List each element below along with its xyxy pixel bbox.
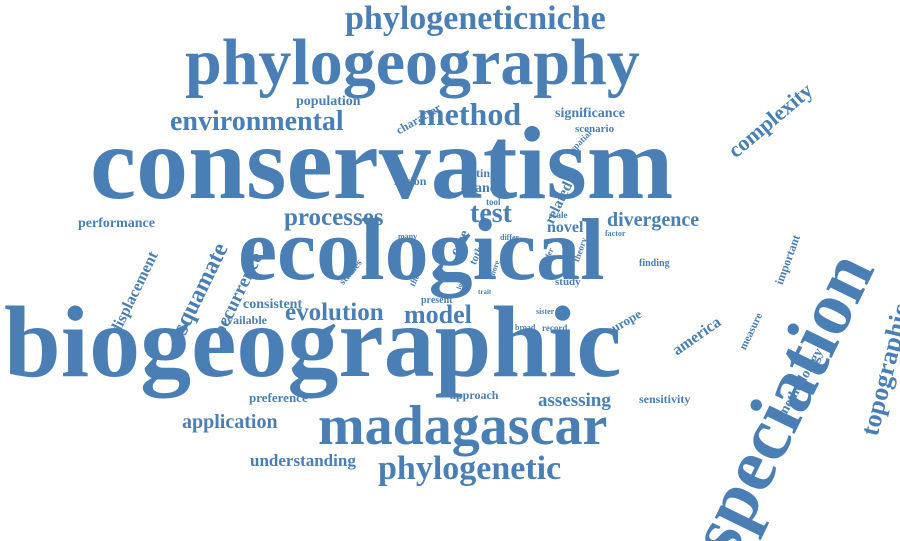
word-novel: novel — [547, 219, 584, 236]
word-tool: tool — [486, 197, 501, 207]
word-application: application — [182, 411, 278, 433]
word-approach: approach — [450, 388, 499, 402]
word-study: study — [555, 276, 581, 288]
word-trait: trait — [478, 288, 492, 296]
word-evolution: evolution — [285, 299, 384, 326]
word-present: present — [421, 295, 453, 306]
word-many: many — [398, 232, 418, 241]
word-sensitivity: sensitivity — [639, 392, 691, 406]
word-differ: differ — [500, 233, 520, 242]
word-phylogeography: phylogeography — [185, 26, 640, 99]
word-conservatism: conservatism — [90, 106, 674, 221]
word-finding: finding — [639, 258, 670, 269]
word-madagascar: madagascar — [318, 395, 608, 457]
word-record: record — [542, 323, 568, 333]
word-speciation: speciation — [672, 239, 891, 541]
word-america: america — [669, 313, 725, 360]
word-broad: broad — [515, 323, 536, 332]
word-factor: factor — [605, 229, 626, 238]
word-ecological: ecological — [238, 202, 605, 299]
word-region: region — [394, 174, 427, 188]
word-preference: preference — [249, 390, 308, 405]
word-scale: scale — [549, 210, 568, 220]
word-available: available — [221, 313, 268, 327]
word-population: population — [296, 94, 361, 109]
word-chance: chance — [461, 181, 503, 196]
word-environmental: environmental — [170, 106, 344, 137]
word-method: method — [418, 96, 522, 132]
word-complexity: complexity — [722, 77, 818, 163]
word-significance: significance — [555, 106, 625, 121]
word-divergence: divergence — [607, 209, 700, 231]
word-measure: measure — [737, 311, 766, 352]
word-sister: sister — [536, 307, 555, 316]
word-processes: processes — [284, 204, 384, 231]
word-phylogeneticniche: phylogeneticniche — [345, 0, 606, 37]
word-phylogenetic: phylogenetic — [378, 450, 562, 487]
word-testing: testing — [462, 166, 496, 180]
word-test: test — [470, 198, 512, 229]
word-consistent: consistent — [243, 297, 303, 312]
word-scenario: scenario — [575, 123, 615, 135]
word-model: model — [404, 300, 472, 329]
word-performance: performance — [78, 216, 155, 231]
word-assessing: assessing — [538, 390, 611, 411]
word-biogeographic: biogeographic — [4, 286, 622, 399]
word-understanding: understanding — [250, 451, 356, 470]
